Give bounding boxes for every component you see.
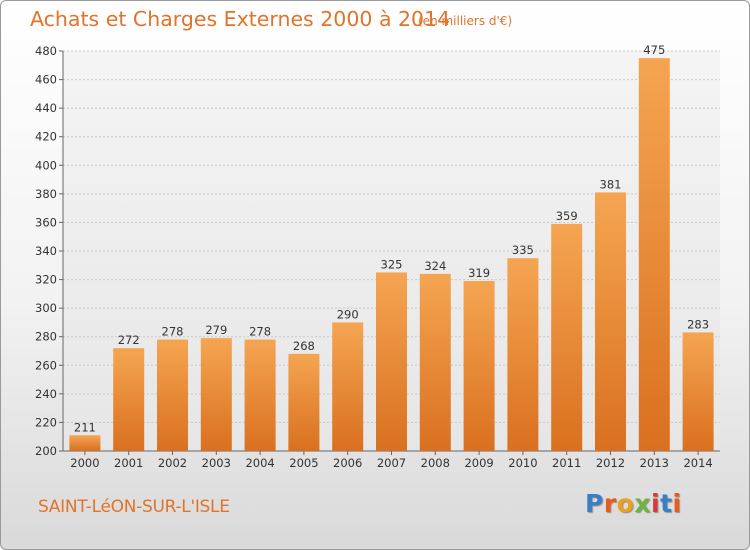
y-tick-label: 240: [35, 387, 57, 401]
x-tick-label: 2005: [289, 456, 318, 470]
bar: [507, 258, 539, 451]
bar: [69, 435, 101, 451]
logo-letter: i: [672, 489, 682, 518]
logo-letter: i: [651, 489, 661, 518]
bar-value-label: 278: [162, 325, 184, 339]
x-tick-label: 2011: [552, 456, 581, 470]
bar-value-label: 335: [512, 243, 534, 257]
y-tick-label: 300: [35, 301, 57, 315]
bar-value-label: 279: [205, 323, 227, 337]
bar-value-label: 272: [118, 333, 140, 347]
bar: [551, 223, 583, 451]
bar-value-label: 211: [74, 420, 96, 434]
bar: [419, 273, 451, 451]
x-tick-label: 2013: [640, 456, 669, 470]
bar: [376, 272, 407, 451]
x-tick-label: 2006: [333, 456, 362, 470]
x-tick-label: 2007: [377, 456, 406, 470]
logo-letter: o: [616, 489, 635, 518]
proxiti-logo[interactable]: Proxiti: [585, 489, 682, 518]
bar-value-label: 475: [643, 43, 665, 57]
y-tick-label: 260: [35, 358, 57, 372]
x-tick-label: 2002: [158, 456, 187, 470]
bar-value-label: 324: [424, 259, 446, 273]
x-tick-label: 2004: [245, 456, 274, 470]
bar: [288, 353, 320, 451]
logo-letter: P: [585, 489, 604, 518]
x-tick-label: 2010: [508, 456, 537, 470]
plot-area: 200 220 240 260 280 300 320 340 360 380 400 420 440 4…: [35, 43, 720, 470]
chart-title: Achats et Charges Externes 2000 à 2014: [30, 7, 451, 31]
y-tick-label: 200: [35, 444, 57, 458]
x-tick-label: 2012: [596, 456, 625, 470]
y-tick-label: 480: [35, 44, 57, 58]
bar: [332, 322, 364, 451]
x-tick-label: 2000: [70, 456, 99, 470]
bar-value-label: 381: [600, 177, 622, 191]
bar-value-label: 290: [337, 307, 359, 321]
chart-subtitle: (en milliers d'€): [418, 14, 513, 28]
x-tick-label: 2008: [421, 456, 450, 470]
bar: [638, 58, 670, 452]
y-tick-label: 440: [35, 101, 57, 115]
x-tick-label: 2009: [464, 456, 493, 470]
y-tick-label: 220: [35, 415, 57, 429]
x-tick-label: 2014: [683, 456, 712, 470]
bar: [113, 348, 145, 451]
bar: [200, 338, 232, 451]
x-tick-label: 2001: [114, 456, 143, 470]
x-tick-label: 2003: [202, 456, 231, 470]
logo-letter: x: [634, 489, 651, 518]
bar: [244, 339, 276, 451]
bar-value-label: 319: [468, 266, 490, 280]
bar: [595, 192, 626, 451]
bar-value-label: 268: [293, 339, 315, 353]
town-name: SAINT-LéON-SUR-L'ISLE: [38, 497, 230, 517]
logo-letter: r: [603, 489, 617, 518]
bar-value-label: 278: [249, 325, 271, 339]
bar: [463, 281, 495, 451]
y-tick-label: 280: [35, 330, 57, 344]
bar: [157, 339, 188, 451]
logo-letter: t: [660, 489, 673, 518]
bar-value-label: 283: [687, 317, 709, 331]
y-tick-label: 460: [35, 73, 57, 87]
y-tick-label: 340: [35, 244, 57, 258]
y-tick-label: 320: [35, 273, 57, 287]
bar-value-label: 325: [381, 257, 403, 271]
bar-value-label: 359: [556, 209, 578, 223]
y-tick-label: 420: [35, 130, 57, 144]
y-tick-label: 380: [35, 187, 57, 201]
bar: [682, 332, 714, 451]
y-tick-label: 360: [35, 215, 57, 229]
y-tick-label: 400: [35, 158, 57, 172]
